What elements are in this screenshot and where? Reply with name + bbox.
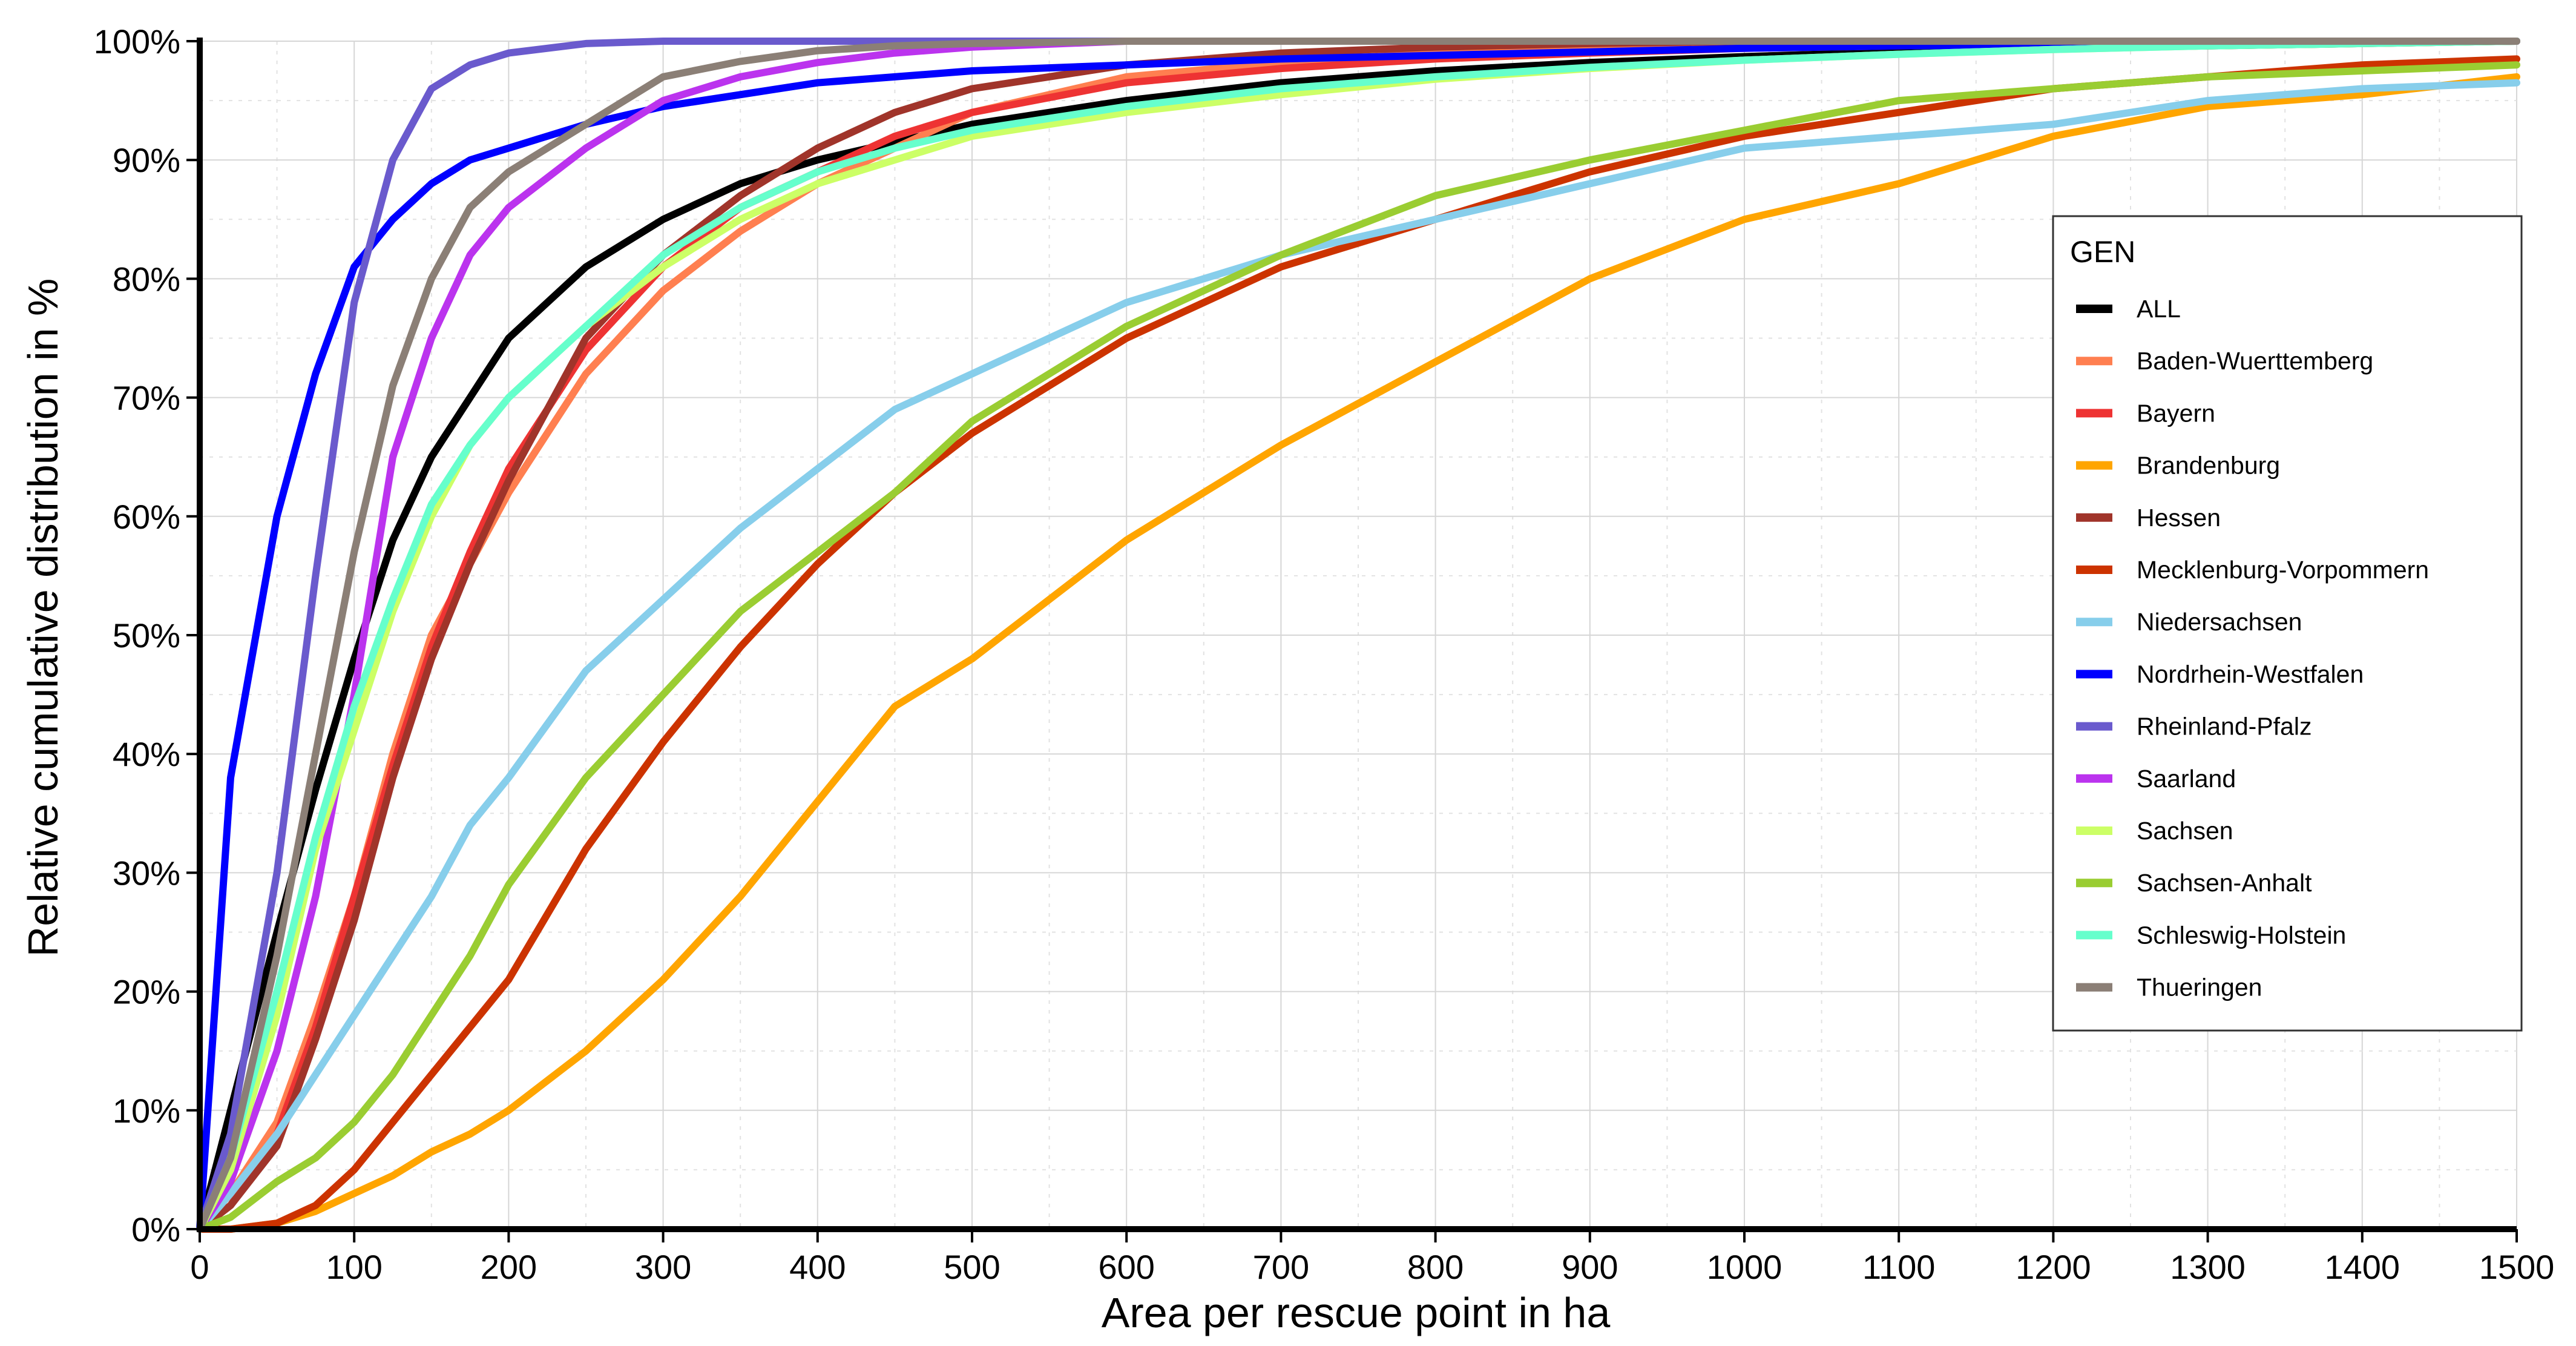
legend-label: Niedersachsen	[2137, 608, 2302, 636]
legend-label: Saarland	[2137, 765, 2236, 793]
series-line	[196, 38, 2520, 1233]
tick-labels: 0 100 200 300 400 500 600 700 800 900 1000 1100 1200…	[94, 22, 2555, 1286]
series-line	[196, 38, 2520, 1233]
legend-label: Brandenburg	[2137, 452, 2280, 480]
x-tick-label: 1300	[2170, 1248, 2246, 1286]
y-tick-label: 30%	[113, 854, 180, 892]
y-tick-label: 90%	[113, 141, 180, 179]
series-line	[196, 79, 2520, 1233]
x-axis-title: Area per rescue point in ha	[1102, 1289, 1611, 1336]
legend-label: Schleswig-Holstein	[2137, 921, 2346, 949]
series-line	[196, 38, 2520, 1233]
legend-items: ALL Baden-Wuerttemberg Bayern Brandenburg He…	[2076, 295, 2429, 1001]
y-tick-label: 60%	[113, 498, 180, 536]
legend-label: Mecklenburg-Vorpommern	[2137, 556, 2429, 584]
plot-area	[196, 38, 2520, 1233]
y-tick-label: 40%	[113, 735, 180, 773]
y-tick-label: 80%	[113, 260, 180, 298]
legend-label: Sachsen-Anhalt	[2137, 869, 2312, 897]
x-tick-label: 1500	[2479, 1248, 2555, 1286]
legend-label: Sachsen	[2137, 817, 2233, 845]
y-tick-label: 20%	[113, 973, 180, 1011]
y-tick-label: 100%	[94, 22, 180, 61]
legend-label: Bayern	[2137, 399, 2215, 427]
legend-label: Baden-Wuerttemberg	[2137, 347, 2373, 375]
x-tick-label: 0	[190, 1248, 209, 1286]
x-tick-label: 1400	[2325, 1248, 2400, 1286]
x-tick-label: 400	[789, 1248, 846, 1286]
x-tick-label: 1200	[2016, 1248, 2091, 1286]
x-tick-label: 200	[481, 1248, 537, 1286]
legend-label: Rheinland-Pfalz	[2137, 713, 2312, 741]
x-tick-label: 800	[1407, 1248, 1464, 1286]
x-tick-label: 700	[1253, 1248, 1309, 1286]
y-tick-label: 10%	[113, 1092, 180, 1130]
series-line	[196, 73, 2520, 1233]
y-axis-title: Relative cumulative distribution in %	[19, 279, 67, 957]
x-tick-label: 100	[326, 1248, 382, 1286]
legend-label: ALL	[2137, 295, 2181, 323]
x-tick-label: 600	[1098, 1248, 1154, 1286]
y-tick-label: 0%	[131, 1210, 180, 1249]
x-tick-label: 1000	[1707, 1248, 1782, 1286]
x-tick-label: 900	[1562, 1248, 1618, 1286]
legend: GEN ALL Baden-Wuerttemberg Bayern Brandenbu…	[2052, 215, 2523, 1032]
x-tick-label: 300	[635, 1248, 691, 1286]
legend-label: Hessen	[2137, 504, 2221, 532]
y-tick-label: 70%	[113, 379, 180, 417]
legend-title: GEN	[2070, 235, 2135, 269]
x-tick-label: 1100	[1862, 1248, 1935, 1286]
series-line	[196, 55, 2520, 1233]
legend-label: Thueringen	[2137, 974, 2262, 1001]
y-tick-label: 50%	[113, 616, 180, 655]
series-line	[196, 61, 2520, 1233]
legend-label: Nordrhein-Westfalen	[2137, 660, 2364, 688]
legend-box	[2052, 215, 2523, 1032]
x-tick-label: 500	[944, 1248, 1000, 1286]
